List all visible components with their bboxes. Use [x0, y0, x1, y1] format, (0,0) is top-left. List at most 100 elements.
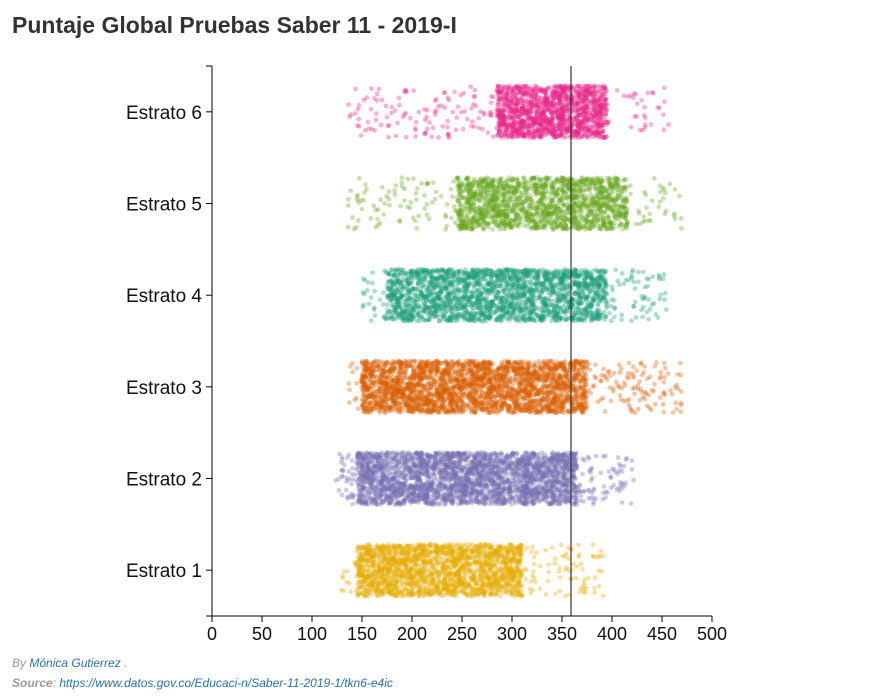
data-point [353, 225, 359, 230]
data-point [450, 109, 455, 115]
data-point [498, 87, 504, 93]
data-point [663, 307, 669, 312]
data-point [595, 126, 600, 132]
data-point [517, 206, 523, 212]
data-point [555, 109, 560, 115]
data-point [386, 134, 391, 140]
data-point [480, 184, 486, 190]
data-point [603, 107, 609, 113]
data-point [596, 130, 602, 136]
data-point [504, 127, 510, 133]
data-point [587, 226, 593, 232]
data-point [441, 90, 447, 96]
data-point [365, 119, 371, 125]
data-point [634, 101, 640, 107]
data-point [553, 190, 559, 195]
data-point [372, 288, 378, 294]
data-point [544, 107, 550, 113]
data-point [628, 93, 634, 99]
data-point [371, 307, 377, 312]
data-point [413, 134, 418, 139]
data-point [451, 179, 457, 184]
data-point [503, 94, 509, 100]
data-point [464, 224, 469, 230]
data-point [598, 201, 604, 207]
data-point [525, 92, 531, 98]
data-point [581, 192, 587, 198]
data-point [455, 269, 460, 275]
data-point [644, 309, 650, 315]
data-point [468, 200, 473, 206]
data-point [511, 202, 517, 208]
data-point [598, 184, 604, 190]
data-point [592, 181, 598, 187]
data-point [543, 211, 548, 217]
data-point [556, 94, 561, 100]
data-point [493, 223, 499, 228]
data-point [553, 290, 559, 296]
data-point [348, 112, 354, 117]
data-point [636, 269, 641, 275]
data-point [455, 198, 461, 204]
data-point [535, 126, 541, 132]
data-point [452, 89, 457, 95]
data-point [613, 267, 618, 273]
data-point [543, 102, 549, 107]
data-point [621, 93, 627, 99]
data-point [604, 204, 610, 210]
data-point [578, 224, 584, 230]
data-point [496, 289, 502, 295]
data-point [356, 116, 362, 122]
data-point [500, 128, 505, 134]
data-point [526, 126, 531, 132]
data-point [490, 94, 496, 100]
data-point [531, 120, 537, 125]
data-point [597, 104, 603, 110]
data-point [453, 127, 459, 133]
data-point [574, 89, 580, 95]
data-point [537, 220, 543, 226]
data-point [466, 190, 472, 195]
data-point [555, 223, 560, 229]
data-point [599, 135, 605, 140]
data-point [504, 121, 510, 127]
data-point [548, 106, 554, 112]
data-point [603, 111, 609, 117]
data-point [464, 116, 470, 122]
data-point [584, 197, 589, 203]
data-point [580, 108, 586, 114]
data-point [587, 105, 592, 110]
data-point [589, 195, 595, 201]
data-point [480, 226, 486, 231]
data-point [660, 112, 666, 117]
data-point [503, 286, 509, 291]
data-point [530, 135, 536, 141]
data-point [414, 197, 419, 202]
data-point [494, 106, 500, 112]
chart-title: Puntaje Global Pruebas Saber 11 - 2019-I [12, 12, 457, 38]
data-point [432, 109, 438, 115]
data-point [500, 185, 506, 190]
data-point [501, 133, 507, 139]
data-point [557, 198, 563, 203]
data-point [678, 216, 684, 221]
data-point [451, 204, 457, 210]
data-point [536, 129, 542, 135]
data-point [596, 123, 602, 129]
data-point [368, 215, 374, 221]
data-point [360, 290, 366, 295]
data-point [648, 218, 653, 224]
data-point [486, 220, 492, 226]
data-point [533, 92, 538, 97]
data-point [560, 110, 566, 115]
data-point [485, 130, 491, 136]
data-point [368, 106, 374, 112]
data-point [610, 181, 616, 187]
data-point [580, 118, 586, 124]
data-point [500, 113, 506, 119]
data-point [519, 84, 524, 89]
data-point [643, 192, 649, 198]
data-point [545, 176, 550, 182]
data-point [512, 109, 517, 115]
data-point [523, 117, 528, 122]
